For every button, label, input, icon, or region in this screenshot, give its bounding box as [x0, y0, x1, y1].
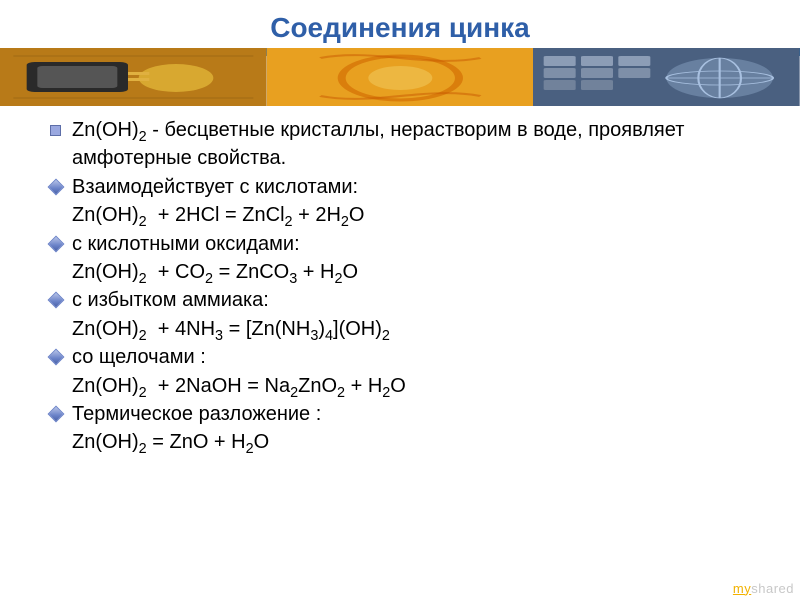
content-line: Zn(OH)2 + CO2 = ZnCO3 + H2O	[50, 258, 770, 286]
content-area: Zn(OH)2 - бесцветные кристаллы, нераство…	[0, 106, 800, 600]
watermark: myshared	[733, 580, 794, 598]
watermark-prefix: my	[733, 581, 751, 596]
slide-title: Соединения цинка	[0, 0, 800, 48]
band-image-1	[0, 48, 267, 106]
band-image-2	[267, 48, 534, 106]
content-line: Zn(OH)2 = ZnO + H2O	[50, 428, 770, 456]
content-line: с избытком аммиака:	[50, 286, 770, 314]
image-band	[0, 48, 800, 106]
watermark-suffix: shared	[751, 581, 794, 596]
lines-container: Zn(OH)2 - бесцветные кристаллы, нераство…	[50, 116, 770, 457]
content-line: Взаимодействует с кислотами:	[50, 173, 770, 201]
content-line: Термическое разложение :	[50, 400, 770, 428]
content-line: Zn(OH)2 + 2NaOH = Na2ZnO2 + H2O	[50, 372, 770, 400]
content-line: с кислотными оксидами:	[50, 230, 770, 258]
content-line: со щелочами :	[50, 343, 770, 371]
slide: Соединения цинка	[0, 0, 800, 600]
content-line: Zn(OH)2 + 4NH3 = [Zn(NH3)4](OH)2	[50, 315, 770, 343]
band-image-3	[533, 48, 800, 106]
content-line: Zn(OH)2 - бесцветные кристаллы, нераство…	[50, 116, 770, 173]
content-line: Zn(OH)2 + 2HCl = ZnCl2 + 2H2O	[50, 201, 770, 229]
